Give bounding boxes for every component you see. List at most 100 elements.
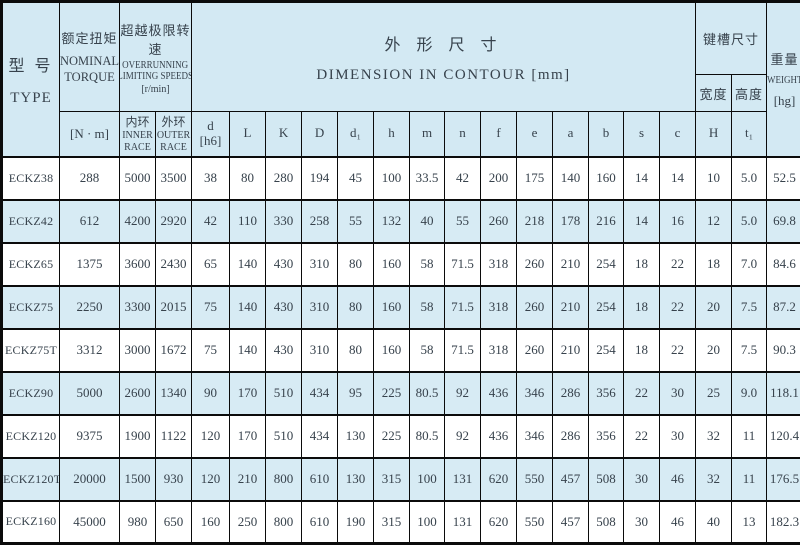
value-cell: 315 [374, 458, 410, 501]
value-cell: 3312 [60, 329, 120, 372]
value-cell: 457 [553, 458, 589, 501]
value-cell: 75 [192, 286, 230, 329]
value-cell: 45000 [60, 501, 120, 544]
value-cell: 650 [156, 501, 192, 544]
value-cell: 318 [481, 329, 517, 372]
value-cell: 436 [481, 372, 517, 415]
type-cell: ECKZ160 [2, 501, 60, 544]
value-cell: 130 [338, 415, 374, 458]
overrun-label-zh: 超越极限转速 [120, 20, 191, 58]
type-cell: ECKZ75T [2, 329, 60, 372]
value-cell: 40 [410, 200, 445, 243]
value-cell: 80.5 [410, 415, 445, 458]
value-cell: 18 [624, 286, 660, 329]
value-cell: 260 [517, 286, 553, 329]
dim-col-header: n [445, 112, 481, 157]
value-cell: 318 [481, 243, 517, 286]
value-cell: 508 [589, 458, 624, 501]
value-cell: 160 [374, 243, 410, 286]
value-cell: 55 [338, 200, 374, 243]
value-cell: 4200 [120, 200, 156, 243]
value-cell: 120 [192, 458, 230, 501]
value-cell: 254 [589, 243, 624, 286]
value-cell: 7.0 [732, 243, 767, 286]
value-cell: 430 [266, 329, 302, 372]
value-cell: 2600 [120, 372, 156, 415]
value-cell: 30 [624, 501, 660, 544]
value-cell: 190 [338, 501, 374, 544]
type-cell: ECKZ42 [2, 200, 60, 243]
value-cell: 3600 [120, 243, 156, 286]
value-cell: 310 [302, 329, 338, 372]
value-cell: 22 [624, 415, 660, 458]
value-cell: 170 [230, 372, 266, 415]
value-cell: 160 [589, 157, 624, 200]
value-cell: 92 [445, 372, 481, 415]
value-cell: 110 [230, 200, 266, 243]
value-cell: 20 [696, 286, 732, 329]
value-cell: 55 [445, 200, 481, 243]
value-cell: 22 [660, 243, 696, 286]
type-cell: ECKZ90 [2, 372, 60, 415]
value-cell: 612 [60, 200, 120, 243]
value-cell: 170 [230, 415, 266, 458]
value-cell: 3300 [120, 286, 156, 329]
value-cell: 1122 [156, 415, 192, 458]
value-cell: 436 [481, 415, 517, 458]
col-header-keyway-width: 宽度 [696, 75, 732, 112]
value-cell: 200 [481, 157, 517, 200]
value-cell: 457 [553, 501, 589, 544]
type-cell: ECKZ120T [2, 458, 60, 501]
inner-race-label-zh: 内环 [125, 113, 149, 130]
value-cell: 100 [410, 501, 445, 544]
overrun-label-en: OVERRUNNING LIMITING SPEEDS [120, 60, 192, 82]
value-cell: 22 [660, 286, 696, 329]
col-header-dimension-in-contour: 外 形 尺 寸 DIMENSION IN CONTOUR [mm] [192, 2, 696, 112]
keyway-col-header: H [696, 112, 732, 157]
value-cell: 58 [410, 243, 445, 286]
value-cell: 210 [553, 329, 589, 372]
value-cell: 16 [660, 200, 696, 243]
value-cell: 75 [192, 329, 230, 372]
value-cell: 71.5 [445, 243, 481, 286]
value-cell: 5000 [120, 157, 156, 200]
keyway-height-label: 高度 [732, 84, 766, 103]
value-cell: 38 [192, 157, 230, 200]
value-cell: 30 [660, 372, 696, 415]
value-cell: 260 [517, 243, 553, 286]
value-cell: 550 [517, 458, 553, 501]
value-cell: 131 [445, 458, 481, 501]
value-cell: 310 [302, 286, 338, 329]
dim-col-header: m [410, 112, 445, 157]
value-cell: 58 [410, 329, 445, 372]
value-cell: 80 [338, 243, 374, 286]
type-cell: ECKZ75 [2, 286, 60, 329]
value-cell: 13 [732, 501, 767, 544]
value-cell: 80 [338, 329, 374, 372]
value-cell: 620 [481, 458, 517, 501]
value-cell: 52.5 [767, 157, 800, 200]
col-header-nominal-torque: 额定扭矩 NOMINAL TORQUE [60, 2, 120, 112]
value-cell: 176.5 [767, 458, 800, 501]
value-cell: 430 [266, 243, 302, 286]
value-cell: 14 [624, 200, 660, 243]
value-cell: 280 [266, 157, 302, 200]
value-cell: 140 [230, 329, 266, 372]
type-cell: ECKZ65 [2, 243, 60, 286]
value-cell: 216 [589, 200, 624, 243]
value-cell: 510 [266, 372, 302, 415]
value-cell: 84.6 [767, 243, 800, 286]
dim-col-header: f [481, 112, 517, 157]
col-header-keyway-height: 高度 [732, 75, 767, 112]
value-cell: 120 [192, 415, 230, 458]
value-cell: 160 [374, 329, 410, 372]
value-cell: 11 [732, 415, 767, 458]
value-cell: 3500 [156, 157, 192, 200]
